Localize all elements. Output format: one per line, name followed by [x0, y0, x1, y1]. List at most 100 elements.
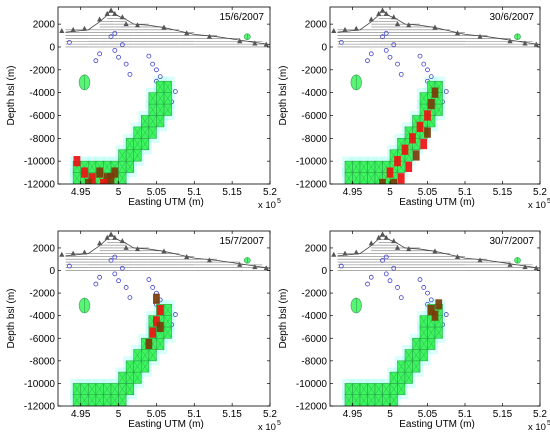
well-marker	[157, 74, 163, 80]
x-tick-label: 5.05	[147, 409, 167, 420]
y-tick-label: -12000	[24, 402, 56, 413]
well-marker	[365, 281, 370, 287]
structure-cell-cross	[80, 383, 89, 395]
structure-cell-cross	[367, 394, 376, 406]
structure-cell-cross	[359, 172, 368, 184]
structure-cell-cross	[125, 138, 134, 150]
structure-cell-cross	[156, 115, 165, 128]
chart-panel-2: 4.95 5 5.05 5.1 5.15 5.2 2000 0 -2000 -4000 -6000 -…	[278, 6, 550, 211]
topography-outline	[337, 232, 540, 269]
y-tick-label: 0	[49, 266, 55, 277]
x-tick-label: 4.95	[343, 409, 363, 420]
activity-cell	[431, 310, 439, 321]
structure-cell-cross	[382, 394, 391, 406]
well-marker	[93, 58, 99, 64]
station-marker	[533, 41, 539, 47]
x-tick-label: 5.2	[263, 409, 277, 420]
station-marker	[134, 246, 141, 252]
structure-cell-cross	[156, 338, 165, 350]
structure-cell-cross	[163, 326, 172, 339]
structure-cell-cross	[419, 92, 428, 105]
well-marker	[368, 274, 374, 280]
plot-area	[331, 231, 540, 406]
y-tick-label: -12000	[24, 180, 56, 191]
station-marker	[379, 7, 386, 13]
plot-area	[59, 231, 270, 406]
activity-cell	[409, 133, 416, 144]
structure-cell-cross	[389, 372, 398, 384]
x-axis-label: Easting UTM (m)	[399, 419, 475, 430]
well-marker	[146, 277, 152, 282]
station-marker	[331, 251, 337, 257]
structure-cell-cross	[359, 383, 368, 395]
y-tick-label: -12000	[296, 180, 328, 191]
activity-cell	[431, 87, 439, 98]
well-marker	[119, 265, 125, 271]
activity-cell	[84, 178, 92, 184]
well-marker	[380, 34, 385, 40]
y-tick-label: -10000	[24, 157, 56, 168]
activity-cell	[107, 173, 115, 184]
station-marker	[454, 253, 461, 259]
well-marker	[154, 67, 159, 73]
y-tick-label: 0	[49, 42, 55, 53]
station-marker	[331, 27, 337, 33]
structure-cell-cross	[397, 383, 406, 395]
x-exponent-power: 5	[547, 198, 550, 205]
station-marker	[383, 234, 389, 240]
station-marker	[119, 238, 125, 244]
y-tick-label: -8000	[29, 356, 55, 367]
well-marker	[391, 265, 397, 271]
activity-cell	[100, 178, 107, 184]
station-marker	[353, 249, 359, 255]
well-marker	[150, 61, 156, 67]
station-marker	[522, 40, 528, 46]
station-marker	[477, 257, 483, 263]
well-marker	[97, 51, 103, 57]
structure-cell-cross	[133, 372, 142, 384]
structure-cell-cross	[80, 394, 89, 406]
well-marker	[428, 74, 434, 80]
station-marker	[123, 21, 129, 27]
station-marker	[391, 238, 397, 244]
station-marker	[406, 246, 412, 252]
x-tick-label: 5	[116, 187, 122, 198]
station-marker	[368, 240, 374, 246]
well-marker	[368, 51, 374, 57]
structure-cell-cross	[133, 126, 142, 139]
structure-cell-cross	[419, 315, 428, 328]
y-axis-label: Depth bsl (m)	[6, 288, 17, 348]
activity-cell	[386, 167, 394, 178]
structure-cell-cross	[133, 138, 142, 150]
topography-outline	[337, 8, 540, 46]
station-marker	[252, 40, 258, 46]
station-marker	[104, 234, 110, 240]
well-marker	[119, 42, 125, 48]
station-marker	[70, 26, 76, 32]
station-marker	[112, 10, 118, 16]
y-tick-label: -6000	[29, 334, 55, 345]
structure-cell-cross	[389, 383, 398, 395]
station-marker	[342, 26, 348, 32]
structure-cell-cross	[412, 338, 421, 350]
station-marker	[263, 41, 269, 47]
structure-cell-cross	[434, 326, 443, 339]
y-tick-label: 2000	[305, 20, 328, 31]
station-marker	[406, 22, 412, 28]
well-marker	[383, 30, 389, 36]
station-marker	[394, 21, 401, 27]
well-marker	[380, 257, 385, 263]
structure-cell-cross	[382, 383, 391, 395]
well-marker	[395, 285, 400, 290]
activity-cell	[379, 178, 386, 184]
structure-cell-cross	[397, 372, 406, 384]
well-marker	[398, 71, 404, 77]
topography-outline	[65, 8, 270, 46]
well-marker	[383, 271, 389, 277]
y-tick-label: -4000	[29, 88, 55, 99]
well-marker	[387, 54, 393, 60]
x-tick-label: 4.95	[71, 409, 91, 420]
x-exponent-power: 5	[277, 420, 281, 427]
structure-cell-cross	[148, 103, 157, 116]
structure-cell-cross	[412, 349, 421, 361]
